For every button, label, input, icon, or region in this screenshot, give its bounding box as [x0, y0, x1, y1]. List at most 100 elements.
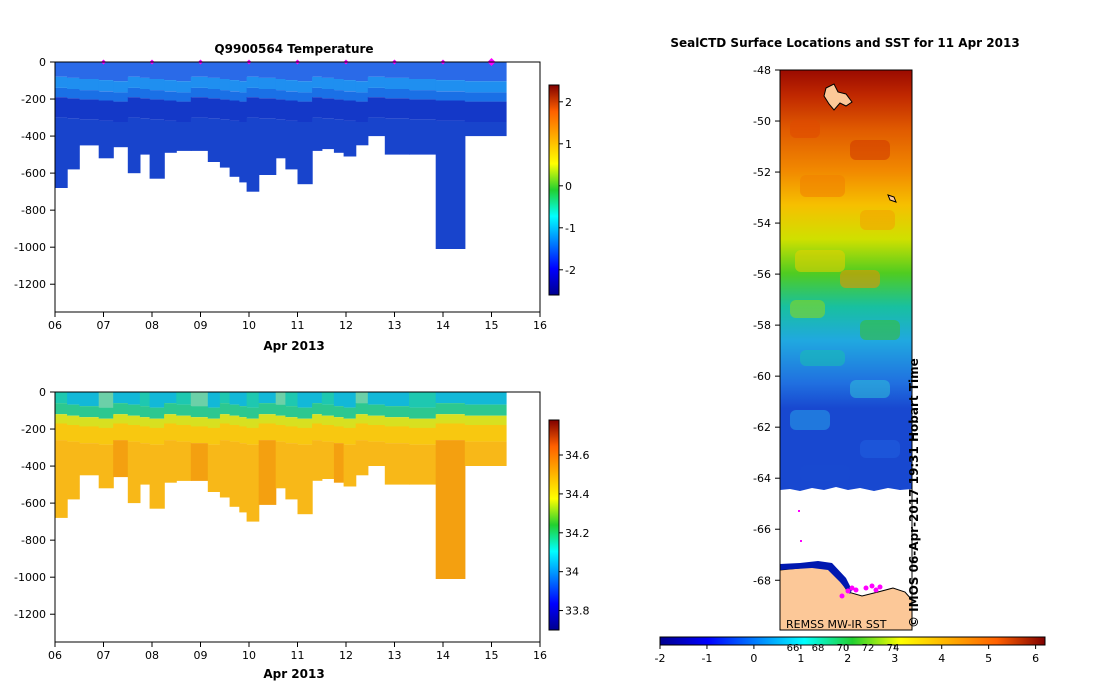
temp-cell-12-1	[219, 79, 231, 91]
temp-cell-14-3	[239, 101, 248, 122]
sal-cell-27-4	[409, 444, 437, 485]
track-point	[863, 585, 869, 591]
temp-cell-7-0	[149, 62, 165, 79]
sal-cell-15-3	[246, 427, 260, 445]
temp-cell-11-4	[207, 118, 221, 162]
sst-texture	[790, 120, 900, 481]
y-tick-label: -200	[21, 93, 46, 106]
sal-cell-29-2	[464, 415, 507, 425]
sal-cell-3-1	[98, 407, 114, 419]
temp-cell-19-4	[297, 122, 313, 185]
sal-cell-7-1	[149, 407, 165, 419]
sst-colorbar-tick-label: 3	[891, 652, 898, 665]
sal-cell-24-4	[355, 440, 369, 476]
temperature-axes: 06 07 08 09 10 11 12 13 14 15 16 0 -200 -400 -600 -800 -…	[14, 56, 547, 332]
x-tick-label: 11	[291, 649, 305, 662]
sal-cell-20-3	[312, 423, 323, 441]
sal-cell-28-0	[435, 392, 466, 404]
sal-cell-0-0	[55, 392, 68, 404]
temp-cell-0-3	[55, 97, 68, 118]
sal-cell-5-3	[127, 425, 141, 442]
x-tick-label: 15	[485, 649, 499, 662]
salinity-colorbar	[548, 419, 560, 631]
temp-cell-20-4	[312, 117, 323, 151]
y-tick-label: -1200	[14, 608, 46, 621]
sal-cell-0-2	[55, 414, 68, 424]
sal-cell-15-2	[246, 418, 260, 428]
sal-cell-21-4	[321, 441, 335, 479]
temp-cell-7-2	[149, 90, 165, 100]
sal-cell-15-1	[246, 407, 260, 419]
sal-cell-4-3	[113, 423, 129, 441]
temp-cell-17-0	[275, 62, 286, 79]
sal-cell-11-4	[207, 444, 221, 492]
sal-cell-7-3	[149, 427, 165, 445]
temp-cell-28-1	[435, 80, 466, 92]
temp-cell-7-3	[149, 99, 165, 120]
temp-cell-11-0	[207, 62, 221, 78]
temp-cell-13-1	[229, 80, 240, 92]
sal-cell-14-4	[239, 443, 248, 513]
map-credit: © IMOS 06-Apr-2017 19:31 Hobart Time	[907, 358, 921, 628]
sal-cell-8-2	[164, 414, 177, 424]
sal-cell-25-4	[367, 441, 386, 466]
sal-cell-24-1	[355, 403, 369, 415]
sal-cell-7-0	[149, 392, 165, 408]
sal-cell-0-1	[55, 403, 68, 415]
sal-cell-20-1	[312, 403, 323, 415]
temp-cell-17-3	[275, 99, 286, 120]
sal-cell-12-0	[219, 392, 231, 404]
sal-cell-9-2	[176, 415, 192, 425]
sal-cell-20-0	[312, 392, 323, 404]
temp-cell-17-4	[275, 119, 286, 159]
temp-cell-20-1	[312, 76, 323, 88]
overlay-ticks: 66 68 70 72 74	[787, 643, 900, 654]
sst-colorbar-tick-label: 6	[1032, 652, 1039, 665]
sal-cell-20-4	[312, 440, 323, 481]
temp-cell-8-0	[164, 62, 177, 81]
y-tick-label: -800	[21, 534, 46, 547]
sal-cell-29-0	[464, 392, 507, 405]
x-tick-label: 13	[388, 649, 402, 662]
track-point	[869, 583, 875, 589]
sal-cell-18-3	[285, 426, 299, 444]
temp-cell-24-1	[355, 81, 369, 93]
temp-cell-22-3	[333, 99, 345, 120]
temp-cell-10-4	[190, 117, 209, 151]
temp-cell-16-2	[258, 89, 277, 99]
sst-colorbar-tick-label: 2	[844, 652, 851, 665]
heard-island	[887, 194, 897, 203]
x-tick-label: 13	[388, 319, 402, 332]
sal-cell-26-4	[384, 443, 410, 485]
x-tick-label: 12	[339, 649, 353, 662]
sal-cell-16-1	[258, 403, 277, 415]
temp-cell-3-4	[98, 120, 114, 159]
temp-cell-17-2	[275, 90, 286, 100]
sal-cell-25-1	[367, 404, 386, 416]
sal-cell-7-4	[149, 444, 165, 509]
sal-cell-14-1	[239, 406, 248, 418]
salinity-panel: 06 07 08 09 10 11 12 13 14 15 16 0 -200 -400 -600 -800 -…	[14, 386, 589, 681]
temp-cell-13-3	[229, 100, 240, 121]
sal-cell-21-1	[321, 404, 335, 416]
sst-colorbar-tick-label: 0	[750, 652, 757, 665]
temp-cell-16-0	[258, 62, 277, 78]
temp-cell-6-4	[139, 118, 151, 155]
sal-cell-9-3	[176, 425, 192, 442]
temp-cell-2-4	[79, 119, 100, 146]
temp-cell-15-1	[246, 76, 260, 88]
x-tick-label: 08	[145, 649, 159, 662]
temp-cell-22-4	[333, 119, 345, 153]
temp-cell-3-2	[98, 91, 114, 101]
sal-cell-22-1	[333, 406, 345, 418]
temp-cell-22-0	[333, 62, 345, 79]
lat-tick-label: -64	[753, 472, 771, 485]
sal-cell-6-1	[139, 406, 151, 418]
x-tick-label: 06	[48, 319, 62, 332]
lat-tick-label: -62	[753, 421, 771, 434]
temp-cell-21-0	[321, 62, 335, 78]
sal-cell-4-1	[113, 403, 129, 415]
temp-cell-15-4	[246, 117, 260, 192]
colorbar-tick-label: 0	[565, 180, 572, 193]
sal-cell-25-2	[367, 415, 386, 425]
